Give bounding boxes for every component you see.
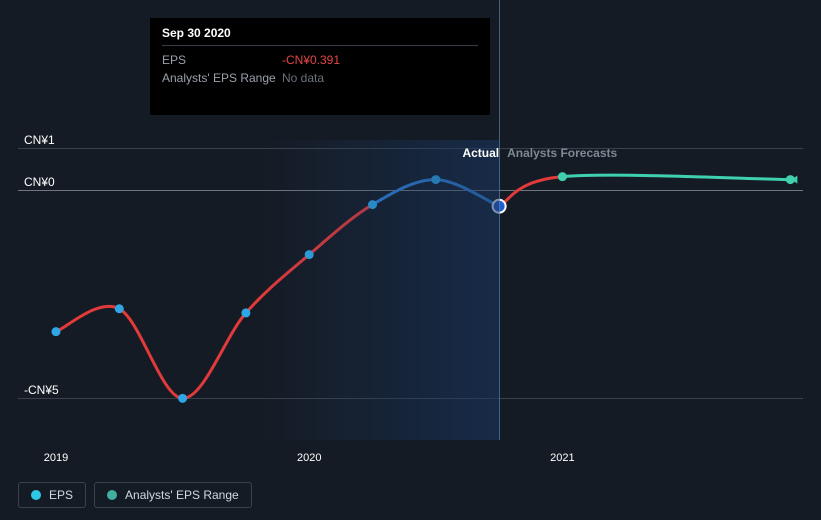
tooltip-date: Sep 30 2020 xyxy=(162,26,478,46)
series-segment xyxy=(183,313,246,398)
series-segment xyxy=(499,177,562,207)
x-axis-label: 2020 xyxy=(297,452,321,464)
eps-point-marker[interactable] xyxy=(241,308,250,317)
legend-item[interactable]: EPS xyxy=(18,482,86,508)
legend-swatch xyxy=(107,490,117,500)
tooltip-row: Analysts' EPS RangeNo data xyxy=(162,69,478,87)
eps-point-marker[interactable] xyxy=(51,327,60,336)
chart-tooltip: Sep 30 2020 EPS-CN¥0.391Analysts' EPS Ra… xyxy=(150,18,490,115)
actual-highlight-band xyxy=(259,140,500,440)
tooltip-row-label: EPS xyxy=(162,53,282,67)
x-axis-label: 2019 xyxy=(44,452,68,464)
legend-swatch xyxy=(31,490,41,500)
tooltip-row-value: No data xyxy=(282,71,324,85)
tooltip-row-label: Analysts' EPS Range xyxy=(162,71,282,85)
hover-vertical-line xyxy=(499,0,500,440)
x-axis-label: 2021 xyxy=(550,452,574,464)
legend-label: EPS xyxy=(49,488,73,502)
eps-point-marker[interactable] xyxy=(178,394,187,403)
tooltip-row-value: -CN¥0.391 xyxy=(282,53,340,67)
series-segment xyxy=(562,175,790,179)
region-label-forecast: Analysts Forecasts xyxy=(507,146,617,160)
tooltip-row: EPS-CN¥0.391 xyxy=(162,51,478,69)
eps-point-marker[interactable] xyxy=(115,304,124,313)
region-label-actual: Actual xyxy=(18,146,499,160)
forecast-point-marker[interactable] xyxy=(558,172,567,181)
legend-item[interactable]: Analysts' EPS Range xyxy=(94,482,252,508)
series-segment xyxy=(119,309,182,399)
plot-area[interactable]: Actual Analysts Forecasts xyxy=(18,140,803,440)
series-segment xyxy=(56,306,119,331)
legend: EPS Analysts' EPS Range xyxy=(18,482,252,508)
eps-chart: Sep 30 2020 EPS-CN¥0.391Analysts' EPS Ra… xyxy=(0,0,821,520)
legend-label: Analysts' EPS Range xyxy=(125,488,239,502)
